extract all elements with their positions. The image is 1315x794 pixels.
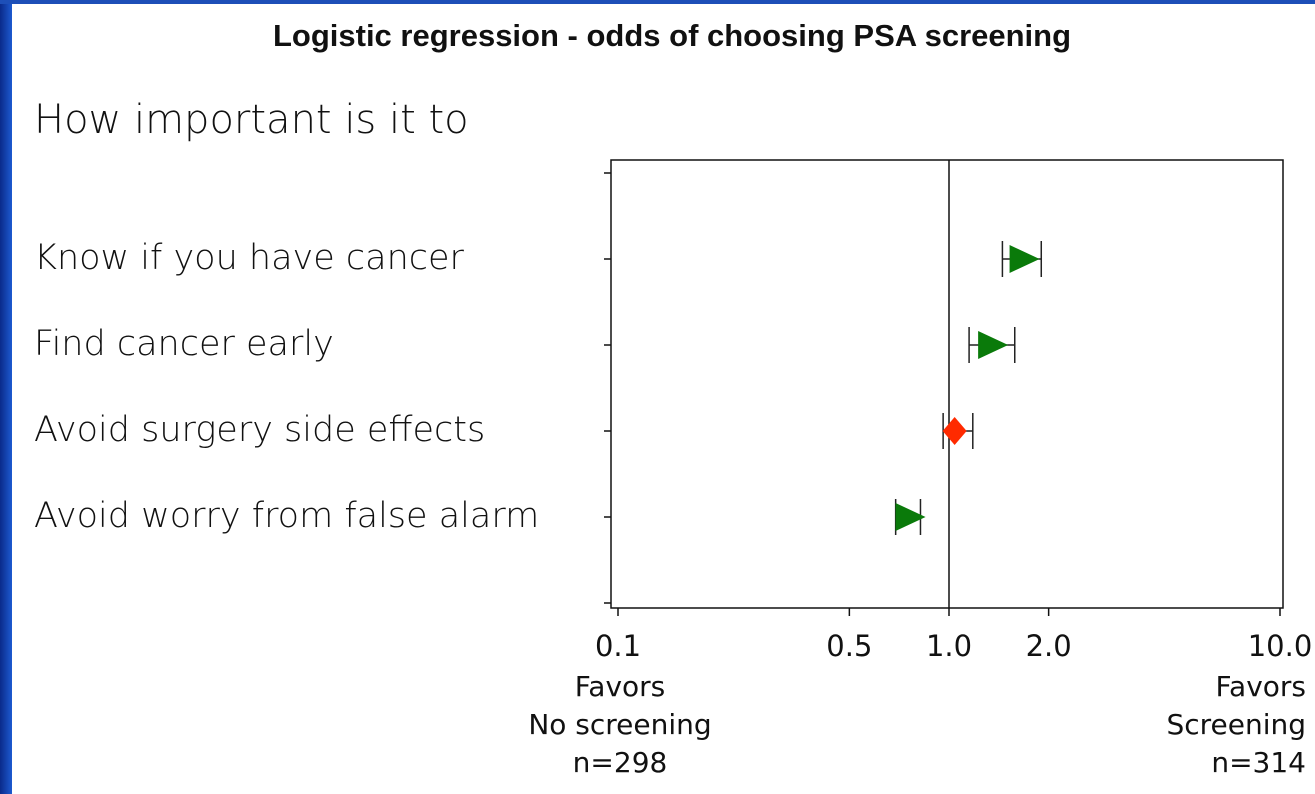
category-label: Know if you have cancer	[34, 238, 465, 278]
right-note: Screening	[1166, 708, 1306, 741]
edge	[0, 0, 1315, 4]
subtitle: How important is it to	[34, 97, 469, 143]
right-note: Favors	[1216, 670, 1307, 703]
x-tick-label: 0.5	[826, 629, 872, 663]
point-marker	[895, 503, 926, 531]
point-marker	[942, 417, 967, 445]
category-label: Avoid worry from false alarm	[34, 496, 539, 536]
x-tick-label: 0.1	[595, 629, 641, 663]
plot-frame	[610, 159, 1284, 609]
category-label: Avoid surgery side effects	[34, 410, 485, 450]
x-tick-label: 2.0	[1026, 629, 1072, 663]
left-note: Favors	[575, 670, 666, 703]
left-note: No screening	[528, 708, 711, 741]
left-note: n=298	[573, 746, 668, 779]
point-marker	[1009, 245, 1040, 273]
right-note: n=314	[1211, 746, 1306, 779]
category-label: Find cancer early	[34, 324, 334, 364]
x-tick-label: 1.0	[926, 629, 972, 663]
edge	[0, 0, 12, 794]
chart-title: Logistic regression - odds of choosing P…	[273, 18, 1071, 53]
x-tick-label: 10.0	[1248, 629, 1313, 663]
point-marker	[978, 331, 1009, 359]
